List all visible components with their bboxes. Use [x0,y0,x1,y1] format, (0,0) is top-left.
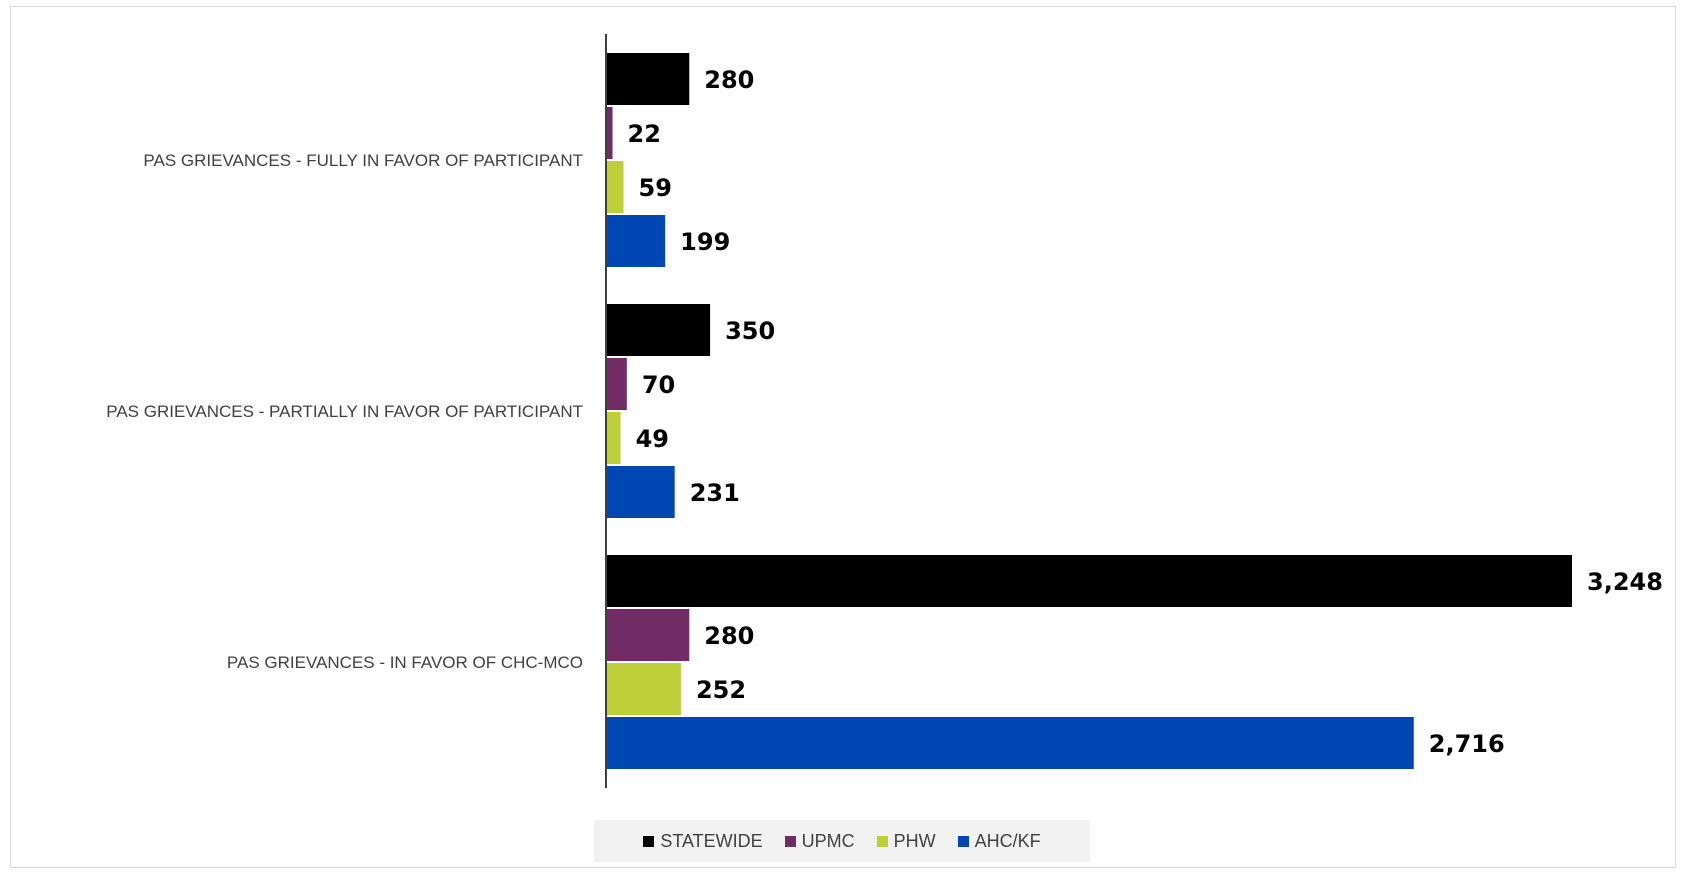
value-label-ahc-kf-2: 231 [690,479,740,507]
category-label-1: PAS GRIEVANCES - FULLY IN FAVOR OF PARTI… [143,151,583,170]
value-label-upmc-2: 70 [642,371,675,399]
bar-phw-2 [606,412,621,464]
bar-statewide-3 [606,555,1572,607]
legend-item-phw: PHW [876,830,936,852]
value-label-statewide-2: 350 [725,317,775,345]
bar-upmc-1 [606,107,613,159]
bar-phw-3 [606,663,681,715]
legend-item-upmc: UPMC [784,830,855,852]
category-label-2: PAS GRIEVANCES - PARTIALLY IN FAVOR OF P… [106,402,583,421]
legend-label-statewide: STATEWIDE [660,830,763,851]
value-label-phw-1: 59 [639,174,672,202]
value-label-statewide-1: 280 [704,66,754,94]
value-label-ahc-kf-1: 199 [680,228,730,256]
bar-ahc-kf-2 [606,466,675,518]
legend-item-ahc-kf: AHC/KF [957,830,1041,852]
legend-swatch-ahc-kf [957,835,969,847]
category-label-3: PAS GRIEVANCES - IN FAVOR OF CHC-MCO [227,653,583,672]
legend-label-phw: PHW [893,830,936,851]
legend-swatch-phw [876,835,888,847]
bar-statewide-2 [606,304,711,356]
value-label-phw-2: 49 [636,425,669,453]
legend-item-statewide: STATEWIDE [643,830,763,852]
chart-legend: STATEWIDE UPMC PHW AHC/KF [594,820,1090,862]
bar-statewide-1 [606,53,690,105]
legend-label-upmc: UPMC [801,830,855,851]
bar-ahc-kf-1 [606,215,666,267]
value-label-ahc-kf-3: 2,716 [1429,730,1505,758]
legend-swatch-statewide [643,835,655,847]
bar-upmc-2 [606,358,627,410]
value-label-statewide-3: 3,248 [1587,568,1663,596]
legend-label-ahc-kf: AHC/KF [974,830,1041,851]
value-label-phw-3: 252 [696,676,746,704]
value-label-upmc-3: 280 [704,622,754,650]
value-label-upmc-1: 22 [628,120,661,148]
legend-swatch-upmc [784,835,796,847]
bar-phw-1 [606,161,624,213]
bar-ahc-kf-3 [606,717,1414,769]
bar-upmc-3 [606,609,690,661]
